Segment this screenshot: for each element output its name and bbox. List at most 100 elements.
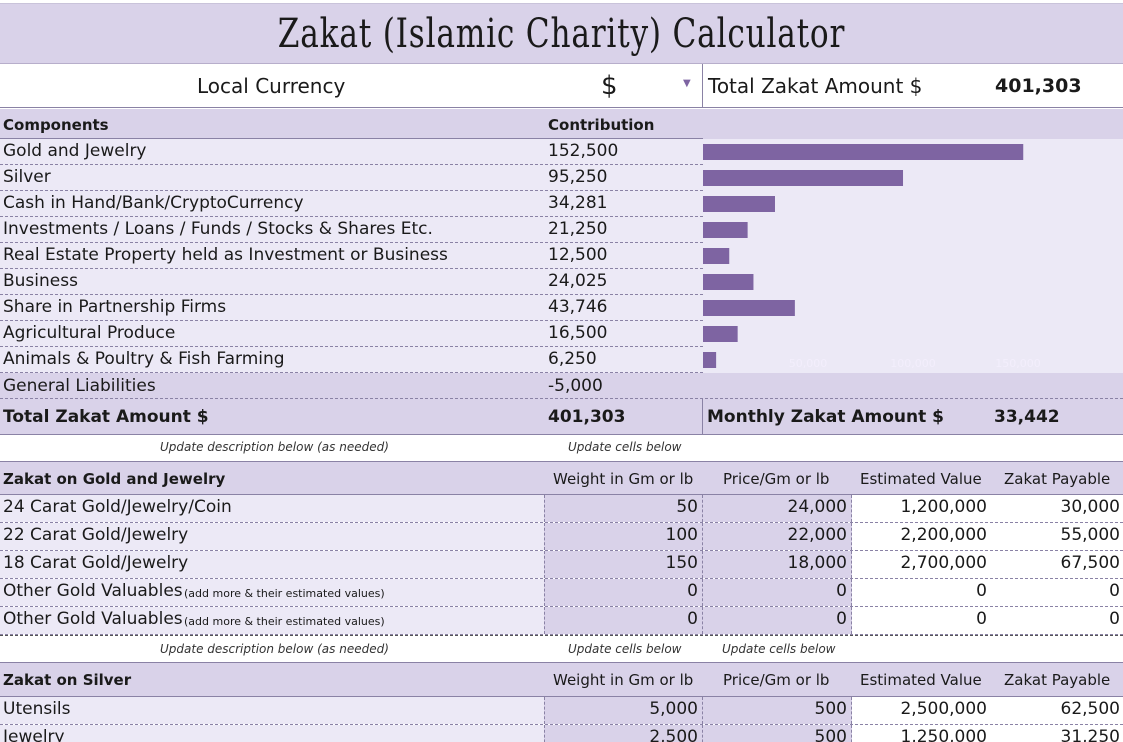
gold-estimated-value: 2,200,000 [900, 525, 987, 545]
gold-row: 18 Carat Gold/Jewelry 150 18,000 2,700,000 6… [0, 551, 1123, 579]
note-update-description: Update description below (as needed) [160, 642, 389, 656]
gold-price-input[interactable]: 0 [703, 579, 852, 606]
component-value[interactable]: 21,250 [548, 219, 608, 239]
liabilities-value[interactable]: -5,000 [548, 376, 603, 396]
title-bar: Zakat (Islamic Charity) Calculator [0, 4, 1123, 64]
gold-item-name: Other Gold Valuables [3, 581, 183, 601]
component-row: Silver 95,250 [0, 165, 703, 191]
component-value[interactable]: 43,746 [548, 297, 608, 317]
col-contribution: Contribution [548, 116, 655, 134]
gold-name-cell[interactable]: Other Gold Valuables (add more & their es… [0, 607, 544, 634]
component-row: Cash in Hand/Bank/CryptoCurrency 34,281 [0, 191, 703, 217]
silver-zakat-payable: 31,250 [1060, 727, 1120, 742]
silver-title: Zakat on Silver [3, 671, 132, 689]
component-name: Real Estate Property held as Investment … [3, 245, 448, 265]
total-header-label: Total Zakat Amount $ [708, 74, 923, 98]
notes-row: Update description below (as needed) Upd… [0, 635, 1123, 662]
liabilities-label: General Liabilities [3, 376, 156, 396]
gold-price-input[interactable]: 18,000 [703, 551, 852, 578]
currency-dropdown[interactable]: $ ▼ [545, 64, 701, 107]
gold-name-cell[interactable]: 22 Carat Gold/Jewelry [0, 523, 544, 550]
silver-row: Utensils 5,000 500 2,500,000 62,500 [0, 697, 1123, 725]
silver-name-cell[interactable]: Jewelry [0, 725, 544, 742]
component-name: Animals & Poultry & Fish Farming [3, 349, 285, 369]
gold-item-name: Other Gold Valuables [3, 609, 183, 629]
gold-zakat-payable: 30,000 [1060, 497, 1120, 517]
components-header: Components Contribution [0, 109, 703, 139]
gold-name-cell[interactable]: 24 Carat Gold/Jewelry/Coin [0, 495, 544, 522]
gold-price-input[interactable]: 22,000 [703, 523, 852, 550]
gold-item-name: 18 Carat Gold/Jewelry [3, 553, 189, 573]
gold-item-note: (add more & their estimated values) [184, 615, 385, 628]
chart-bar [703, 144, 1024, 160]
silver-estimated-value: 1,250,000 [900, 727, 987, 742]
component-row: Animals & Poultry & Fish Farming 6,250 [0, 347, 703, 373]
note-update-cells: Update cells below [722, 642, 836, 656]
silver-item-name: Jewelry [3, 727, 65, 742]
gold-zakat-payable: 0 [1109, 581, 1120, 601]
silver-col-weight: Weight in Gm or lb [553, 671, 694, 689]
chart-bar [703, 170, 904, 186]
total-label: Total Zakat Amount $ [3, 407, 209, 427]
gold-row: Other Gold Valuables (add more & their es… [0, 607, 1123, 635]
component-value[interactable]: 16,500 [548, 323, 608, 343]
silver-item-name: Utensils [3, 699, 71, 719]
component-name: Investments / Loans / Funds / Stocks & S… [3, 219, 433, 239]
component-row: Share in Partnership Firms 43,746 [0, 295, 703, 321]
component-row: Gold and Jewelry 152,500 [0, 139, 703, 165]
silver-estimated-value: 2,500,000 [900, 699, 987, 719]
contribution-chart: 50,000 100,000 150,000 [703, 139, 1123, 373]
silver-weight-input[interactable]: 5,000 [544, 697, 703, 724]
component-value[interactable]: 34,281 [548, 193, 608, 213]
chart-bar [703, 352, 717, 368]
monthly-value: 33,442 [994, 407, 1060, 427]
component-name: Gold and Jewelry [3, 141, 147, 161]
silver-col-price: Price/Gm or lb [723, 671, 830, 689]
component-value[interactable]: 12,500 [548, 245, 608, 265]
chart-tick-label: 150,000 [995, 357, 1041, 370]
currency-value: $ [601, 71, 618, 101]
silver-name-cell[interactable]: Utensils [0, 697, 544, 724]
gold-name-cell[interactable]: Other Gold Valuables (add more & their es… [0, 579, 544, 606]
monthly-label: Monthly Zakat Amount $ [707, 407, 945, 427]
gold-estimated-value: 0 [976, 581, 987, 601]
gold-col-estimated: Estimated Value [860, 470, 982, 488]
gold-col-price: Price/Gm or lb [723, 470, 830, 488]
gold-price-input[interactable]: 0 [703, 607, 852, 634]
silver-price-input[interactable]: 500 [703, 725, 852, 742]
gold-weight-input[interactable]: 100 [544, 523, 703, 550]
silver-price-input[interactable]: 500 [703, 697, 852, 724]
currency-label: Local Currency [197, 74, 346, 98]
gold-zakat-payable: 67,500 [1060, 553, 1120, 573]
component-row: Real Estate Property held as Investment … [0, 243, 703, 269]
component-name: Cash in Hand/Bank/CryptoCurrency [3, 193, 304, 213]
gold-item-name: 22 Carat Gold/Jewelry [3, 525, 189, 545]
silver-col-estimated: Estimated Value [860, 671, 982, 689]
component-row: Investments / Loans / Funds / Stocks & S… [0, 217, 703, 243]
silver-weight-input[interactable]: 2,500 [544, 725, 703, 742]
silver-row: Jewelry 2,500 500 1,250,000 31,250 [0, 725, 1123, 742]
gold-estimated-value: 0 [976, 609, 987, 629]
component-value[interactable]: 6,250 [548, 349, 597, 369]
contribution-chart-svg: 50,000 100,000 150,000 [703, 144, 1041, 370]
silver-col-zakat: Zakat Payable [1004, 671, 1111, 689]
chart-header [703, 109, 1123, 139]
component-value[interactable]: 152,500 [548, 141, 619, 161]
chart-bar [703, 196, 775, 212]
component-value[interactable]: 24,025 [548, 271, 608, 291]
component-value[interactable]: 95,250 [548, 167, 608, 187]
gold-zakat-payable: 55,000 [1060, 525, 1120, 545]
gold-row: 22 Carat Gold/Jewelry 100 22,000 2,200,000 5… [0, 523, 1123, 551]
col-components: Components [3, 116, 109, 134]
gold-estimated-value: 1,200,000 [900, 497, 987, 517]
gold-item-note: (add more & their estimated values) [184, 587, 385, 600]
gold-weight-input[interactable]: 50 [544, 495, 703, 522]
chart-bar [703, 248, 730, 264]
gold-weight-input[interactable]: 150 [544, 551, 703, 578]
gold-weight-input[interactable]: 0 [544, 607, 703, 634]
gold-weight-input[interactable]: 0 [544, 579, 703, 606]
gold-price-input[interactable]: 24,000 [703, 495, 852, 522]
gold-name-cell[interactable]: 18 Carat Gold/Jewelry [0, 551, 544, 578]
gold-row: Other Gold Valuables (add more & their es… [0, 579, 1123, 607]
gold-col-zakat: Zakat Payable [1004, 470, 1111, 488]
